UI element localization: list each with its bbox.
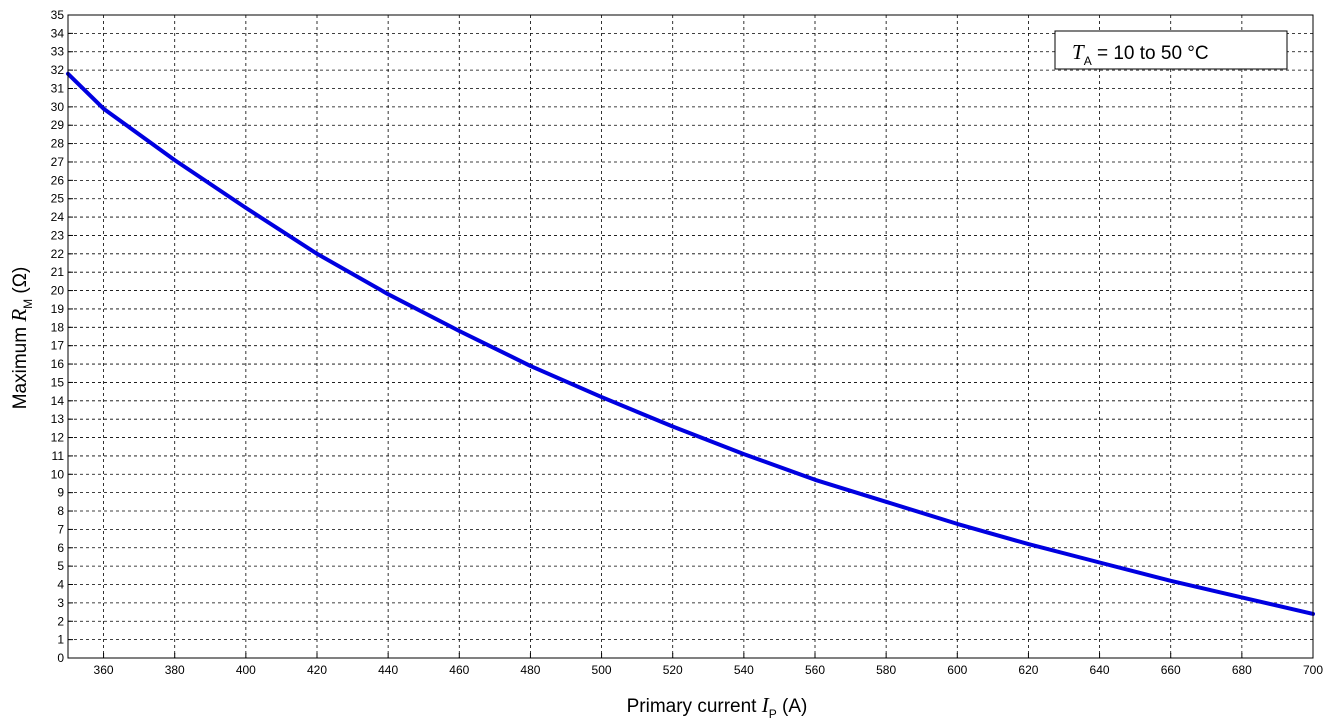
legend-subscript: A (1084, 54, 1092, 68)
y-axis-label: Maximum RM (Ω) (7, 267, 35, 410)
y-tick-label: 13 (51, 412, 65, 426)
y-tick-label: 29 (51, 118, 65, 132)
y-tick-label: 34 (51, 26, 65, 40)
x-tick-label: 440 (378, 663, 398, 677)
y-tick-label: 16 (51, 357, 65, 371)
x-axis-label-prefix: Primary current (627, 696, 762, 717)
x-tick-label: 520 (663, 663, 683, 677)
x-tick-label: 460 (449, 663, 469, 677)
y-tick-label: 0 (57, 651, 64, 665)
y-tick-label: 10 (51, 467, 65, 481)
legend-text: = 10 to 50 °C (1092, 43, 1209, 64)
y-tick-label: 33 (51, 45, 65, 59)
y-tick-label: 3 (57, 596, 64, 610)
y-tick-label: 26 (51, 173, 65, 187)
x-tick-label: 400 (236, 663, 256, 677)
x-axis-label-subscript: P (769, 707, 777, 718)
x-ticks: 360 380 400 420 440 460 480 500 520 540 560 580 600 6… (94, 653, 1323, 677)
plot-area-frame (67, 14, 1314, 659)
x-tick-label: 580 (876, 663, 896, 677)
grid (68, 15, 1314, 658)
series-group (66, 71, 1315, 616)
y-tick-label: 27 (51, 155, 65, 169)
y-axis-label-unit: (Ω) (10, 267, 31, 299)
x-tick-label: 640 (1090, 663, 1110, 677)
x-tick-label: 700 (1303, 663, 1323, 677)
y-tick-label: 25 (51, 192, 65, 206)
y-tick-label: 11 (52, 449, 65, 463)
y-tick-label: 35 (51, 8, 65, 22)
legend-label: TA = 10 to 50 °C (1072, 40, 1209, 68)
y-tick-label: 24 (51, 210, 65, 224)
y-tick-label: 22 (51, 247, 65, 261)
y-tick-label: 2 (57, 614, 64, 628)
x-tick-label: 540 (734, 663, 754, 677)
y-tick-label: 4 (57, 578, 64, 592)
y-tick-label: 17 (51, 339, 65, 353)
x-tick-label: 420 (307, 663, 327, 677)
y-axis-label-prefix: Maximum (10, 322, 31, 410)
y-tick-label: 32 (51, 63, 65, 77)
x-tick-label: 560 (805, 663, 825, 677)
x-axis-label: Primary current IP (A) (627, 693, 808, 718)
x-tick-label: 600 (947, 663, 967, 677)
x-tick-label: 380 (165, 663, 185, 677)
y-tick-label: 21 (51, 265, 65, 279)
y-ticks: 0123456789101112131415161718192021222324… (51, 8, 73, 665)
legend-symbol: T (1072, 40, 1085, 64)
series-line-1 (66, 71, 1315, 616)
x-axis-label-symbol: I (761, 693, 770, 717)
x-tick-label: 660 (1161, 663, 1181, 677)
y-tick-label: 23 (51, 228, 65, 242)
y-tick-label: 28 (51, 137, 65, 151)
y-tick-label: 30 (51, 100, 65, 114)
y-tick-label: 12 (51, 431, 65, 445)
legend-box (1054, 30, 1288, 70)
y-tick-label: 15 (51, 375, 65, 389)
y-tick-label: 18 (51, 320, 65, 334)
x-axis-label-unit: (A) (777, 696, 808, 717)
y-tick-label: 19 (51, 302, 65, 316)
x-tick-label: 680 (1232, 663, 1252, 677)
x-tick-label: 480 (520, 663, 540, 677)
y-tick-label: 6 (57, 541, 64, 555)
x-tick-label: 360 (94, 663, 114, 677)
y-axis-label-symbol: R (7, 309, 31, 323)
y-tick-label: 14 (51, 394, 65, 408)
y-tick-label: 20 (51, 284, 65, 298)
y-tick-label: 31 (51, 81, 65, 95)
y-tick-label: 5 (57, 559, 64, 573)
y-axis-label-subscript: M (21, 299, 35, 309)
legend: TA = 10 to 50 °C (1054, 30, 1288, 70)
y-tick-label: 7 (57, 522, 64, 536)
y-tick-label: 8 (57, 504, 64, 518)
y-tick-label: 9 (57, 486, 64, 500)
x-tick-label: 500 (592, 663, 612, 677)
x-tick-label: 620 (1018, 663, 1038, 677)
y-tick-label: 1 (57, 633, 64, 647)
